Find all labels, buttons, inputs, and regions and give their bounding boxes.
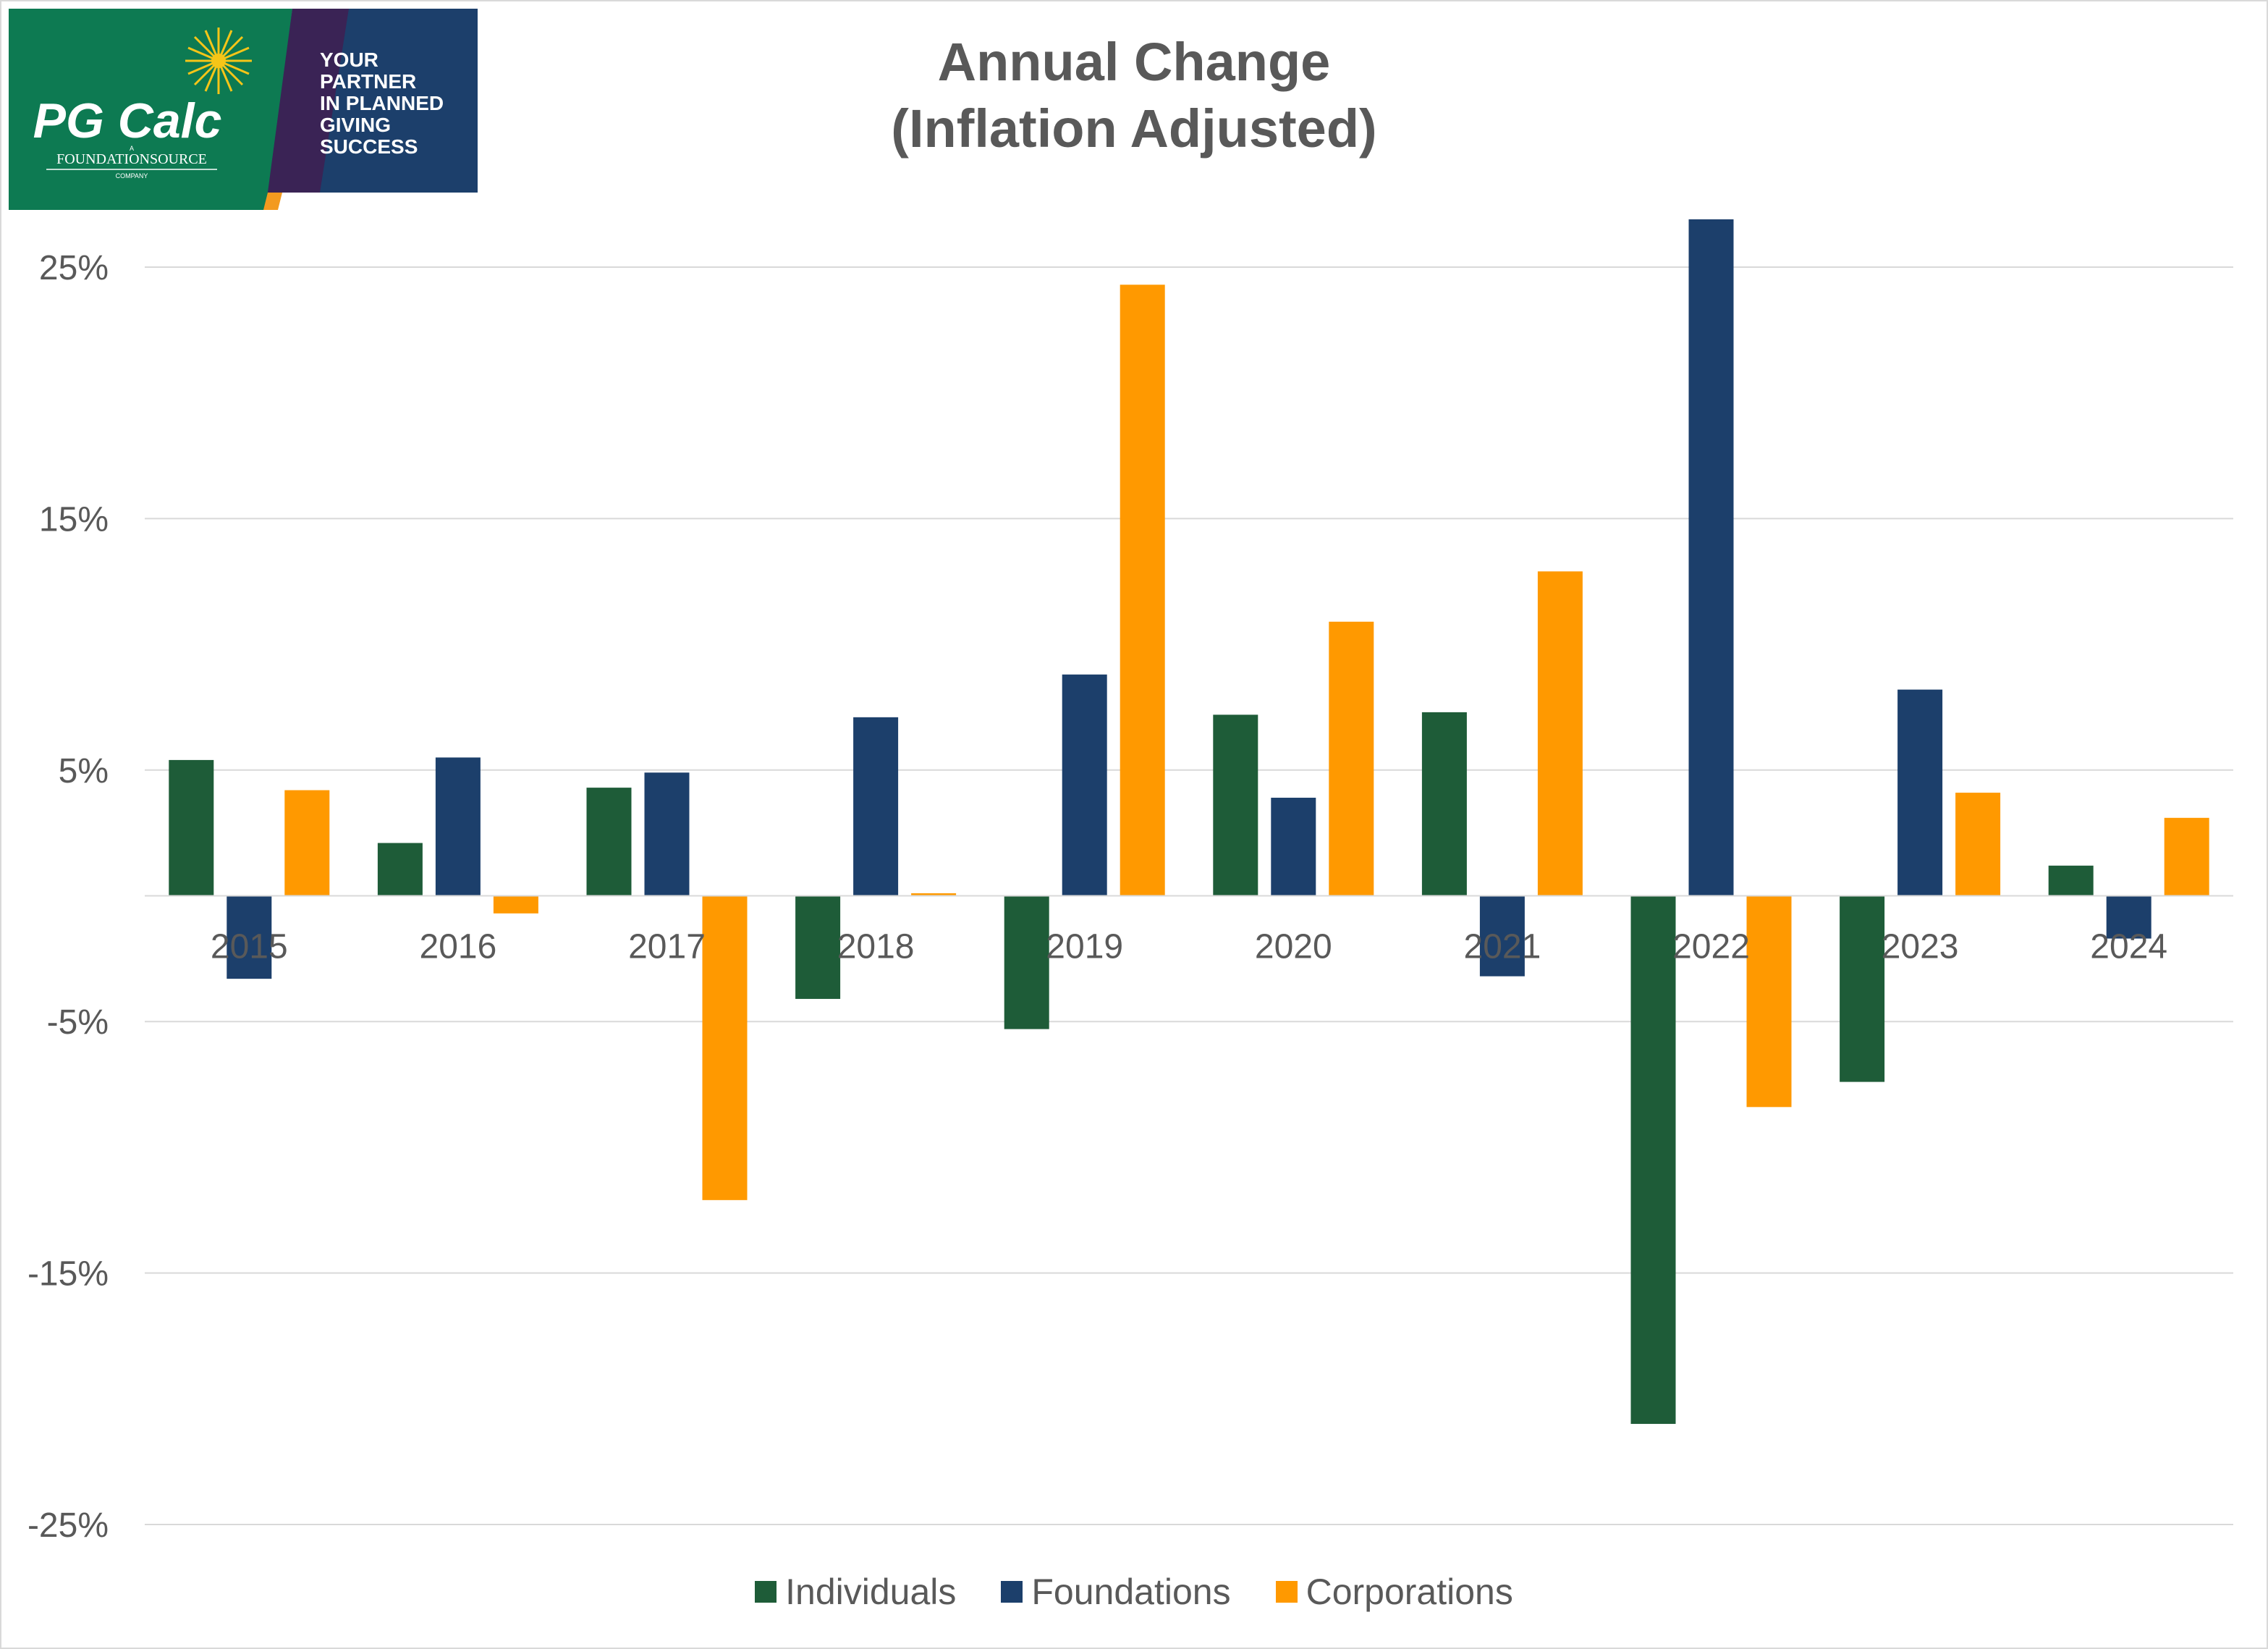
bar-foundations-2015: [227, 895, 272, 979]
logo-orange-accent: [263, 193, 282, 210]
bar-individuals-2023: [1840, 895, 1885, 1082]
gridlines: [145, 266, 2233, 1525]
y-tick-label: -15%: [27, 1255, 109, 1294]
legend-label-foundations: Foundations: [1031, 1572, 1231, 1612]
y-tick-label: 5%: [59, 752, 109, 790]
bar-individuals-2024: [2048, 865, 2094, 896]
logo-parent: FOUNDATIONSOURCE: [56, 151, 207, 167]
logo-parent-prefix: A: [130, 145, 134, 152]
x-tick-label: 2022: [1672, 928, 1750, 966]
bar-foundations-2022: [1688, 219, 1734, 896]
y-tick-label: 25%: [39, 249, 109, 287]
bar-corporations-2022: [1746, 895, 1792, 1108]
bar-corporations-2018: [911, 893, 957, 896]
bar-corporations-2024: [2164, 817, 2209, 896]
bar-individuals-2018: [795, 895, 841, 999]
x-tick-label: 2016: [420, 928, 497, 966]
legend-item-corporations[interactable]: Corporations: [1275, 1571, 1513, 1613]
bar-foundations-2017: [644, 772, 690, 896]
chart-title-line-1: Annual Change: [937, 32, 1331, 92]
bar-individuals-2017: [586, 788, 632, 896]
bar-foundations-2016: [435, 757, 481, 896]
x-tick-label: 2023: [1882, 928, 1959, 966]
logo-purple-panel: [268, 9, 349, 193]
bar-foundations-2021: [1479, 895, 1525, 977]
x-tick-label: 2021: [1464, 928, 1541, 966]
bar-individuals-2022: [1630, 895, 1676, 1425]
legend-swatch-corporations: [1275, 1581, 1298, 1603]
logo-parent-suffix: COMPANY: [116, 172, 148, 180]
bar-corporations-2015: [284, 790, 330, 896]
logo-tagline-3: GIVING: [320, 114, 391, 136]
y-tick-label: -5%: [47, 1003, 109, 1042]
x-tick-label: 2019: [1046, 928, 1123, 966]
legend-label-individuals: Individuals: [785, 1572, 957, 1612]
bar-corporations-2020: [1329, 621, 1374, 896]
x-tick-label: 2020: [1255, 928, 1332, 966]
legend-swatch-individuals: [755, 1581, 777, 1603]
bar-foundations-2023: [1897, 689, 1943, 896]
star-icon: [185, 28, 252, 94]
logo-tagline-2: IN PLANNED: [320, 92, 444, 114]
bar-individuals-2021: [1421, 712, 1467, 896]
legend-item-individuals[interactable]: Individuals: [755, 1571, 956, 1613]
bar-foundations-2024: [2106, 895, 2151, 939]
bar-individuals-2016: [377, 843, 423, 896]
legend-item-foundations[interactable]: Foundations: [1001, 1571, 1231, 1613]
chart-title: Annual Change (Inflation Adjusted): [651, 29, 1617, 162]
bar-corporations-2016: [493, 895, 538, 914]
bar-individuals-2019: [1004, 895, 1049, 1029]
bar-individuals-2020: [1213, 714, 1258, 896]
x-tick-label: 2024: [2090, 928, 2167, 966]
bar-corporations-2023: [1955, 793, 2001, 896]
legend-label-corporations: Corporations: [1306, 1572, 1513, 1612]
bar-foundations-2018: [853, 717, 899, 896]
legend: Individuals Foundations Corporations: [0, 1571, 2268, 1613]
y-axis-ticks: 25% 15% 5% -5% -15% -25%: [27, 249, 109, 1545]
x-tick-label: 2015: [211, 928, 288, 966]
logo-tagline-0: YOUR: [320, 48, 378, 71]
bar-foundations-2020: [1271, 798, 1316, 896]
y-tick-label: 15%: [39, 500, 109, 539]
logo-tagline-4: SUCCESS: [320, 135, 418, 158]
bar-foundations-2019: [1062, 674, 1107, 896]
bar-individuals-2015: [169, 759, 214, 896]
bar-corporations-2017: [702, 895, 748, 1200]
bars: [169, 219, 2209, 1425]
pg-calc-logo: PG Calc A FOUNDATIONSOURCE COMPANY YOUR …: [9, 9, 478, 210]
x-tick-label: 2018: [837, 928, 915, 966]
bar-corporations-2019: [1120, 284, 1165, 896]
x-tick-label: 2017: [628, 928, 706, 966]
logo-brand: PG Calc: [33, 93, 222, 148]
legend-swatch-foundations: [1001, 1581, 1023, 1603]
chart-title-line-2: (Inflation Adjusted): [891, 98, 1377, 159]
x-axis-ticks: 2015 2016 2017 2018 2019 2020 2021 2022 2023 2024: [211, 928, 2167, 966]
y-tick-label: -25%: [27, 1506, 109, 1545]
bar-corporations-2021: [1537, 571, 1583, 896]
logo-tagline-1: PARTNER: [320, 70, 416, 93]
